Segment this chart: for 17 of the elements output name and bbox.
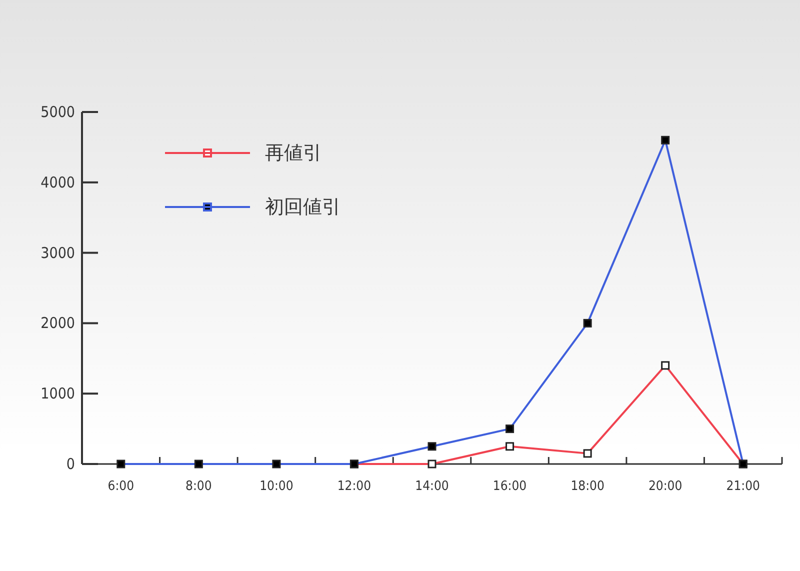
- y-tick-label: 0: [66, 455, 75, 473]
- y-tick-label: 3000: [40, 244, 75, 262]
- legend-label: 再値引: [265, 142, 322, 164]
- x-tick-label: 21:00: [726, 479, 760, 494]
- x-tick-label: 10:00: [260, 479, 294, 494]
- x-tick-label: 18:00: [570, 479, 604, 494]
- y-tick-label: 4000: [40, 173, 75, 192]
- x-tick-label: 12:00: [337, 479, 372, 494]
- x-tick-label: 20:00: [648, 479, 682, 494]
- x-tick-label: 16:00: [492, 479, 527, 494]
- x-tick-label: 6:00: [108, 479, 134, 494]
- y-tick-label: 5000: [40, 103, 75, 121]
- x-tick-label: 14:00: [415, 479, 449, 494]
- legend-label: 初回値引: [265, 196, 341, 218]
- y-tick-label: 1000: [40, 384, 75, 403]
- x-tick-label: 8:00: [186, 479, 212, 494]
- y-tick-label: 2000: [40, 314, 75, 332]
